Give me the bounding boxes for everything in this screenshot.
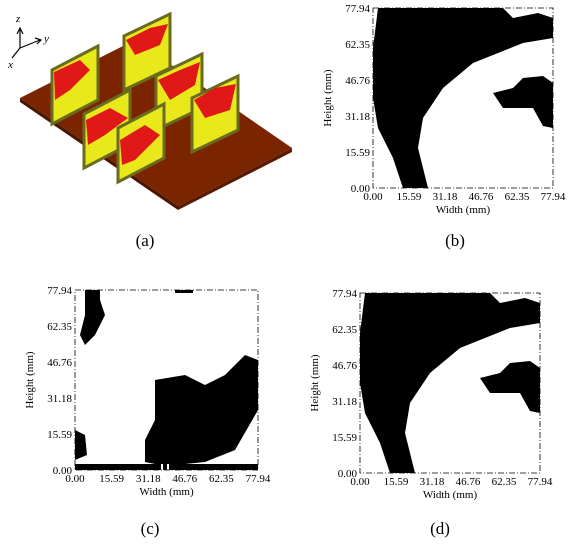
- x-tick-label: 15.59: [99, 473, 124, 485]
- caption: (a): [136, 231, 155, 250]
- x-axis-label: Width (mm): [423, 489, 478, 501]
- x-tick-label: 62.35: [492, 476, 517, 488]
- y-tick-label: 31.18: [332, 396, 357, 408]
- x-tick-label: 31.18: [420, 476, 445, 488]
- blobs-b: [373, 8, 553, 188]
- x-axis-label: Width (mm): [436, 204, 491, 216]
- y-tick-label: 46.76: [47, 357, 72, 369]
- blobs-c: [75, 290, 258, 470]
- y-tick-label: 46.76: [345, 75, 370, 87]
- x-axis-label: Width (mm): [139, 486, 194, 498]
- x-tick-label: 31.18: [433, 191, 458, 203]
- y-axis-label: Height (mm): [309, 354, 321, 411]
- x-tick-label: 62.35: [505, 191, 530, 203]
- y-axis-label: Height (mm): [24, 351, 36, 408]
- caption: (d): [430, 519, 450, 538]
- y-tick-label: 15.59: [332, 432, 357, 444]
- y-axis-label: Height (mm): [322, 69, 334, 126]
- illustration: [12, 14, 292, 210]
- x-tick-label: 46.76: [469, 191, 494, 203]
- y-tick-label: 15.59: [47, 429, 72, 441]
- y-tick-label: 77.94: [332, 288, 357, 300]
- x-tick-label: 31.18: [136, 473, 161, 485]
- x-tick-label: 46.76: [456, 476, 481, 488]
- y-tick-label: 62.35: [47, 321, 72, 333]
- x-tick-label: 46.76: [172, 473, 197, 485]
- x-tick-label: 77.94: [541, 191, 566, 203]
- caption: (c): [141, 519, 160, 538]
- axis-name: y: [43, 33, 49, 45]
- x-tick-label: 77.94: [246, 473, 271, 485]
- x-tick-label: 15.59: [384, 476, 409, 488]
- axis-name: x: [7, 59, 13, 71]
- y-tick-label: 62.35: [332, 324, 357, 336]
- y-tick-label: 46.76: [332, 360, 357, 372]
- figure: z y x (a) 0.00 15.59 31.18 46.76 62.35 77.94 0.00 1…: [0, 0, 574, 544]
- y-tick-label: 77.94: [47, 285, 72, 297]
- y-tick-label: 15.59: [345, 147, 370, 159]
- y-tick-label: 0.00: [351, 183, 371, 195]
- y-tick-label: 31.18: [47, 393, 72, 405]
- y-tick-label: 0.00: [53, 465, 73, 477]
- y-tick-label: 77.94: [345, 3, 370, 15]
- x-tick-label: 77.94: [528, 476, 553, 488]
- caption: (b): [445, 231, 465, 250]
- y-tick-label: 0.00: [338, 468, 358, 480]
- axis-name: z: [15, 13, 21, 25]
- x-tick-label: 15.59: [397, 191, 422, 203]
- y-tick-label: 31.18: [345, 111, 370, 123]
- y-tick-label: 62.35: [345, 39, 370, 51]
- blobs-d: [360, 293, 540, 473]
- x-tick-label: 62.35: [209, 473, 234, 485]
